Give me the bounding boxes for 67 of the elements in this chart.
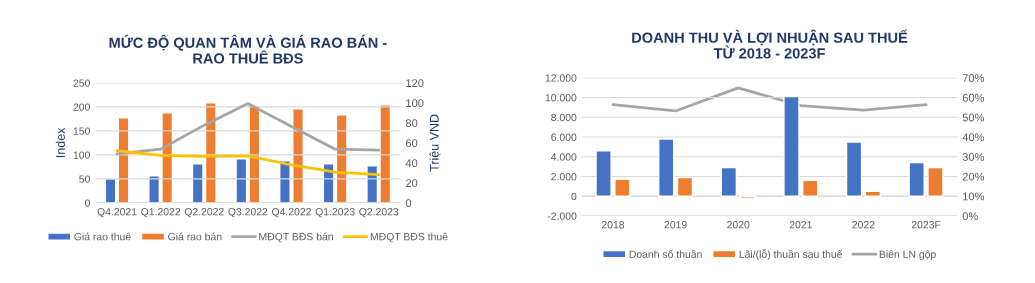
y-tick-label: 150 (73, 127, 90, 135)
y2-tick-label: 60 (405, 139, 418, 148)
y-tick-label: 50 (79, 175, 90, 183)
legend-label: Doanh số thuần (629, 249, 702, 258)
y-tick-label: 10.000 (545, 94, 577, 102)
x-tick-label: Q3.2022 (228, 208, 268, 218)
bar (783, 95, 800, 197)
y-tick-label: 0 (571, 192, 577, 201)
y-tick-label: 250 (73, 79, 90, 87)
x-tick-label: 2023F (911, 221, 941, 229)
bar (845, 141, 863, 197)
bar (908, 161, 925, 197)
y2-tick-label: 20% (962, 172, 985, 181)
bar (720, 166, 738, 197)
y2-tick-label: 0 (405, 199, 412, 208)
legend-label: MĐQT BĐS thuê (370, 232, 448, 243)
bar (802, 179, 819, 197)
legend-label: Biên LN gộp (879, 250, 936, 260)
y2-tick-label: 70% (962, 74, 985, 82)
y-tick-label: 8.000 (551, 113, 577, 122)
y-tick-label: 12.000 (545, 74, 577, 82)
x-tick-label: 2019 (664, 221, 687, 229)
y-tick-label: 200 (73, 103, 90, 111)
y2-tick-label: 30% (962, 153, 985, 161)
y2-tick-label: 60% (962, 93, 985, 102)
bar (864, 190, 882, 197)
x-tick-label: 2020 (727, 221, 750, 229)
x-tick-label: Q4.2022 (272, 208, 311, 218)
y-tick-label: 0 (84, 199, 90, 207)
x-tick-label: Q1.2022 (141, 208, 181, 218)
y2-tick-label: 40 (405, 159, 418, 168)
bar (595, 150, 612, 197)
y2-tick-label: 0% (962, 212, 978, 221)
x-tick-label: 2018 (601, 221, 625, 229)
y-axis-title: Index (55, 127, 65, 158)
y2-axis-title: Triệu VND (429, 114, 441, 172)
chart-title: DOANH THU VÀ LỢI NHUẬN SAU THUẾ TỪ 2018 - 2023F (632, 29, 908, 59)
x-tick-label: 2021 (789, 221, 812, 229)
bar (657, 138, 675, 197)
x-tick-label: Q2.2023 (359, 208, 399, 218)
y2-tick-label: 120 (406, 79, 424, 88)
line-series (115, 149, 381, 176)
legend-label: MĐQT BĐS bán (259, 232, 333, 243)
x-tick-label: Q4.2021 (97, 208, 137, 218)
y2-tick-label: 20 (405, 179, 418, 188)
y2-tick-label: 100 (406, 99, 424, 108)
x-tick-label: Q2.2022 (184, 208, 224, 218)
chart-title: MỨC ĐỘ QUAN TÂM VÀ GIÁ RAO BÁN - RAO THUÊ BĐS (109, 34, 387, 64)
y2-tick-label: 10% (963, 192, 985, 201)
legend-label: Lãi/(lỗ) thuần sau thuế (739, 248, 843, 260)
bar (676, 176, 694, 197)
y-tick-label: 4.000 (550, 153, 577, 161)
line-series (115, 102, 381, 156)
line-series (611, 86, 928, 113)
bar (614, 178, 631, 197)
y2-tick-label: 40% (962, 133, 985, 142)
legend-label: Giá rao thuê (74, 232, 131, 241)
legend-label: Giá rao bán (168, 232, 222, 241)
x-tick-label: Q1.2023 (315, 208, 355, 218)
y2-tick-label: 50% (962, 113, 985, 122)
y-tick-label: -2.000 (547, 212, 577, 220)
y2-tick-label: 80 (405, 119, 418, 128)
y-tick-label: 2.000 (551, 172, 577, 181)
bar (927, 166, 944, 197)
x-tick-label: 2022 (852, 221, 875, 229)
y-tick-label: 6.000 (551, 133, 577, 141)
y-tick-label: 100 (73, 151, 90, 159)
